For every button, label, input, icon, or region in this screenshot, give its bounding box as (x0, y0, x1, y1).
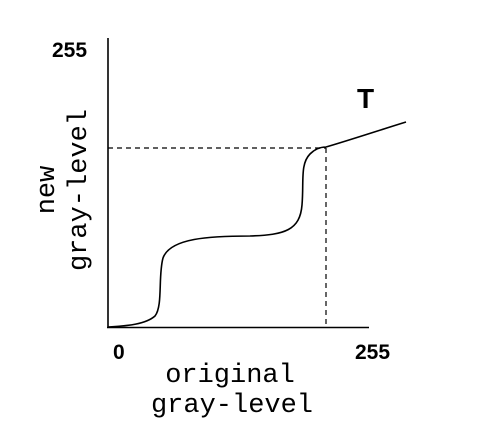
curve-label-t: T (357, 83, 374, 114)
y-axis-label-line1: new (33, 166, 63, 215)
x-min-label: 0 (113, 341, 125, 364)
y-max-label: 255 (52, 39, 87, 62)
x-axis-label-line1: original (165, 361, 295, 391)
transfer-curve (107, 121, 407, 328)
y-axis-label-line2: gray-level (65, 109, 95, 271)
x-axis-label-line2: gray-level (151, 391, 313, 421)
x-max-label: 255 (355, 341, 390, 364)
